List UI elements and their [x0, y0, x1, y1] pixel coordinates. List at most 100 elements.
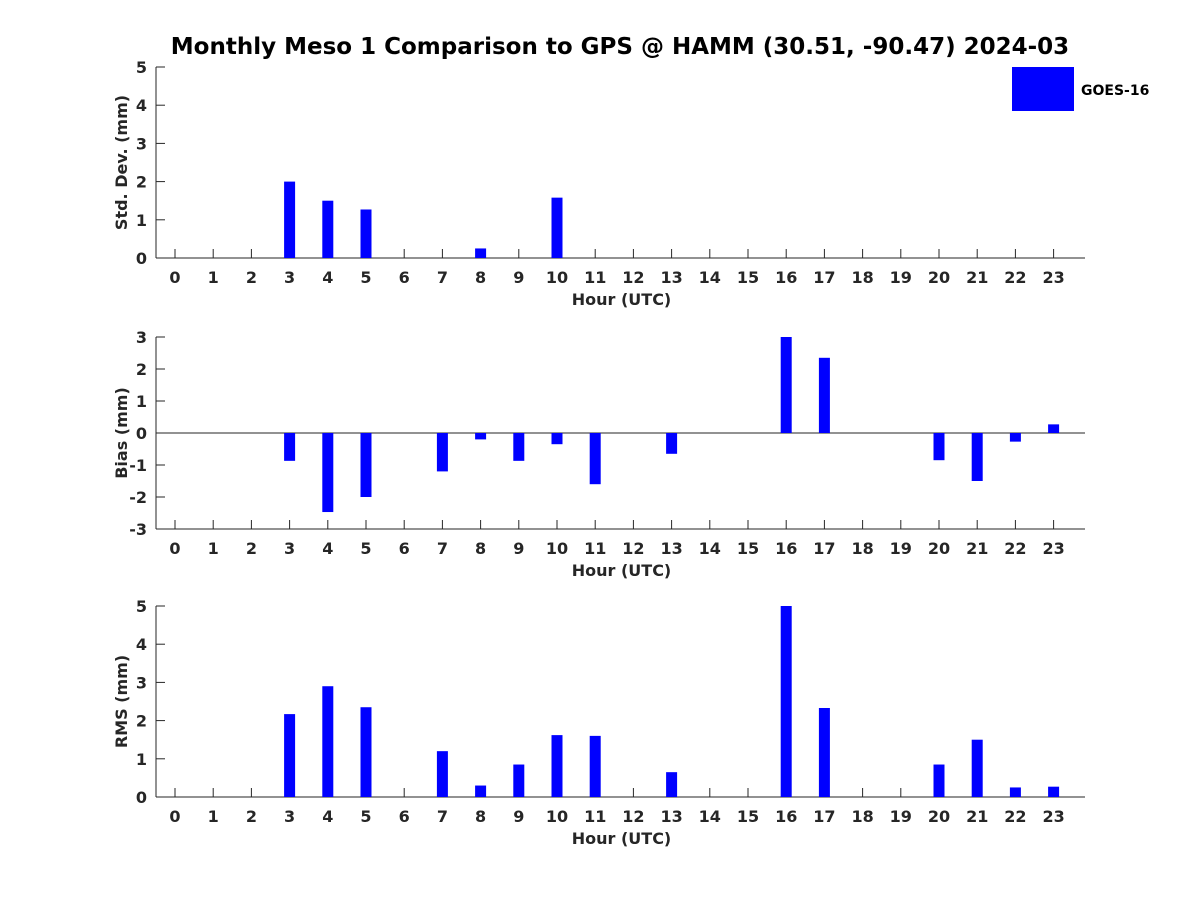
x-tick-label: 8 — [475, 807, 486, 826]
x-tick-label: 19 — [890, 807, 912, 826]
x-tick-label: 5 — [360, 807, 371, 826]
x-tick-label: 13 — [660, 539, 682, 558]
y-tick-label: -2 — [129, 488, 147, 507]
x-tick-label: 0 — [169, 268, 180, 287]
y-tick-label: 3 — [136, 134, 147, 153]
bar-hour-7 — [436, 751, 448, 797]
y-tick-label: -3 — [129, 520, 147, 539]
bar-hour-17 — [818, 357, 830, 433]
x-tick-label: 10 — [546, 807, 568, 826]
bar-hour-11 — [589, 433, 601, 485]
y-tick-label: 0 — [136, 249, 147, 268]
x-tick-label: 21 — [966, 539, 988, 558]
x-tick-label: 19 — [890, 268, 912, 287]
x-tick-label: 7 — [437, 268, 448, 287]
x-tick-label: 12 — [622, 539, 644, 558]
bar-hour-3 — [284, 181, 296, 258]
x-tick-label: 6 — [399, 539, 410, 558]
x-tick-label: 5 — [360, 268, 371, 287]
y-tick-label: 0 — [136, 424, 147, 443]
y-tick-label: 0 — [136, 788, 147, 807]
x-tick-label: 9 — [513, 268, 524, 287]
x-tick-label: 17 — [813, 539, 835, 558]
x-tick-label: 11 — [584, 539, 606, 558]
x-tick-label: 18 — [851, 807, 873, 826]
bar-hour-5 — [360, 209, 372, 258]
x-tick-label: 5 — [360, 539, 371, 558]
bar-hour-11 — [589, 735, 601, 797]
x-tick-label: 3 — [284, 807, 295, 826]
bar-hour-9 — [513, 433, 525, 461]
bar-hour-8 — [475, 248, 487, 258]
x-tick-label: 16 — [775, 539, 797, 558]
bar-hour-21 — [971, 433, 983, 481]
y-tick-label: -1 — [129, 456, 147, 475]
x-tick-label: 3 — [284, 539, 295, 558]
bar-hour-9 — [513, 764, 525, 797]
x-tick-label: 8 — [475, 539, 486, 558]
x-tick-label: 17 — [813, 268, 835, 287]
legend: GOES-16 — [1012, 67, 1149, 111]
x-tick-label: 2 — [246, 268, 257, 287]
x-tick-label: 21 — [966, 268, 988, 287]
bar-hour-4 — [322, 686, 334, 797]
x-tick-label: 0 — [169, 807, 180, 826]
x-tick-label: 10 — [546, 268, 568, 287]
x-tick-label: 11 — [584, 807, 606, 826]
bar-hour-22 — [1009, 787, 1021, 797]
x-tick-label: 4 — [322, 539, 333, 558]
x-tick-label: 4 — [322, 807, 333, 826]
y-axis-label: RMS (mm) — [112, 655, 131, 748]
x-tick-label: 14 — [699, 268, 721, 287]
bar-hour-23 — [1048, 786, 1060, 797]
y-axis-label: Bias (mm) — [112, 387, 131, 479]
x-tick-label: 22 — [1004, 268, 1026, 287]
legend-label: GOES-16 — [1081, 83, 1149, 99]
y-tick-label: 4 — [136, 96, 147, 115]
x-tick-label: 6 — [399, 807, 410, 826]
y-tick-label: 4 — [136, 635, 147, 654]
x-tick-label: 15 — [737, 268, 759, 287]
x-tick-label: 14 — [699, 539, 721, 558]
bar-hour-5 — [360, 433, 372, 497]
x-tick-label: 23 — [1042, 807, 1064, 826]
x-tick-label: 14 — [699, 807, 721, 826]
bar-hour-5 — [360, 707, 372, 797]
x-tick-label: 23 — [1042, 539, 1064, 558]
y-axis-label: Std. Dev. (mm) — [112, 95, 131, 230]
x-axis-label: Hour (UTC) — [572, 829, 672, 848]
x-tick-label: 13 — [660, 268, 682, 287]
bar-hour-3 — [284, 433, 296, 461]
x-tick-label: 16 — [775, 807, 797, 826]
bar-hour-17 — [818, 707, 830, 797]
bar-hour-4 — [322, 200, 334, 258]
x-tick-label: 4 — [322, 268, 333, 287]
x-tick-label: 0 — [169, 539, 180, 558]
x-tick-label: 20 — [928, 539, 950, 558]
x-tick-label: 13 — [660, 807, 682, 826]
x-tick-label: 12 — [622, 807, 644, 826]
y-tick-label: 1 — [136, 392, 147, 411]
bar-hour-13 — [666, 772, 678, 797]
legend-swatch — [1012, 67, 1074, 111]
x-tick-label: 6 — [399, 268, 410, 287]
x-tick-label: 1 — [208, 539, 219, 558]
x-tick-label: 7 — [437, 807, 448, 826]
bar-hour-4 — [322, 433, 334, 513]
y-tick-label: 2 — [136, 360, 147, 379]
x-tick-label: 15 — [737, 807, 759, 826]
bar-hour-10 — [551, 735, 563, 797]
x-tick-label: 18 — [851, 268, 873, 287]
y-tick-label: 1 — [136, 750, 147, 769]
x-tick-label: 11 — [584, 268, 606, 287]
chart-title: Monthly Meso 1 Comparison to GPS @ HAMM … — [171, 34, 1069, 60]
x-tick-label: 1 — [208, 807, 219, 826]
x-tick-label: 9 — [513, 807, 524, 826]
x-tick-label: 21 — [966, 807, 988, 826]
x-tick-label: 18 — [851, 539, 873, 558]
